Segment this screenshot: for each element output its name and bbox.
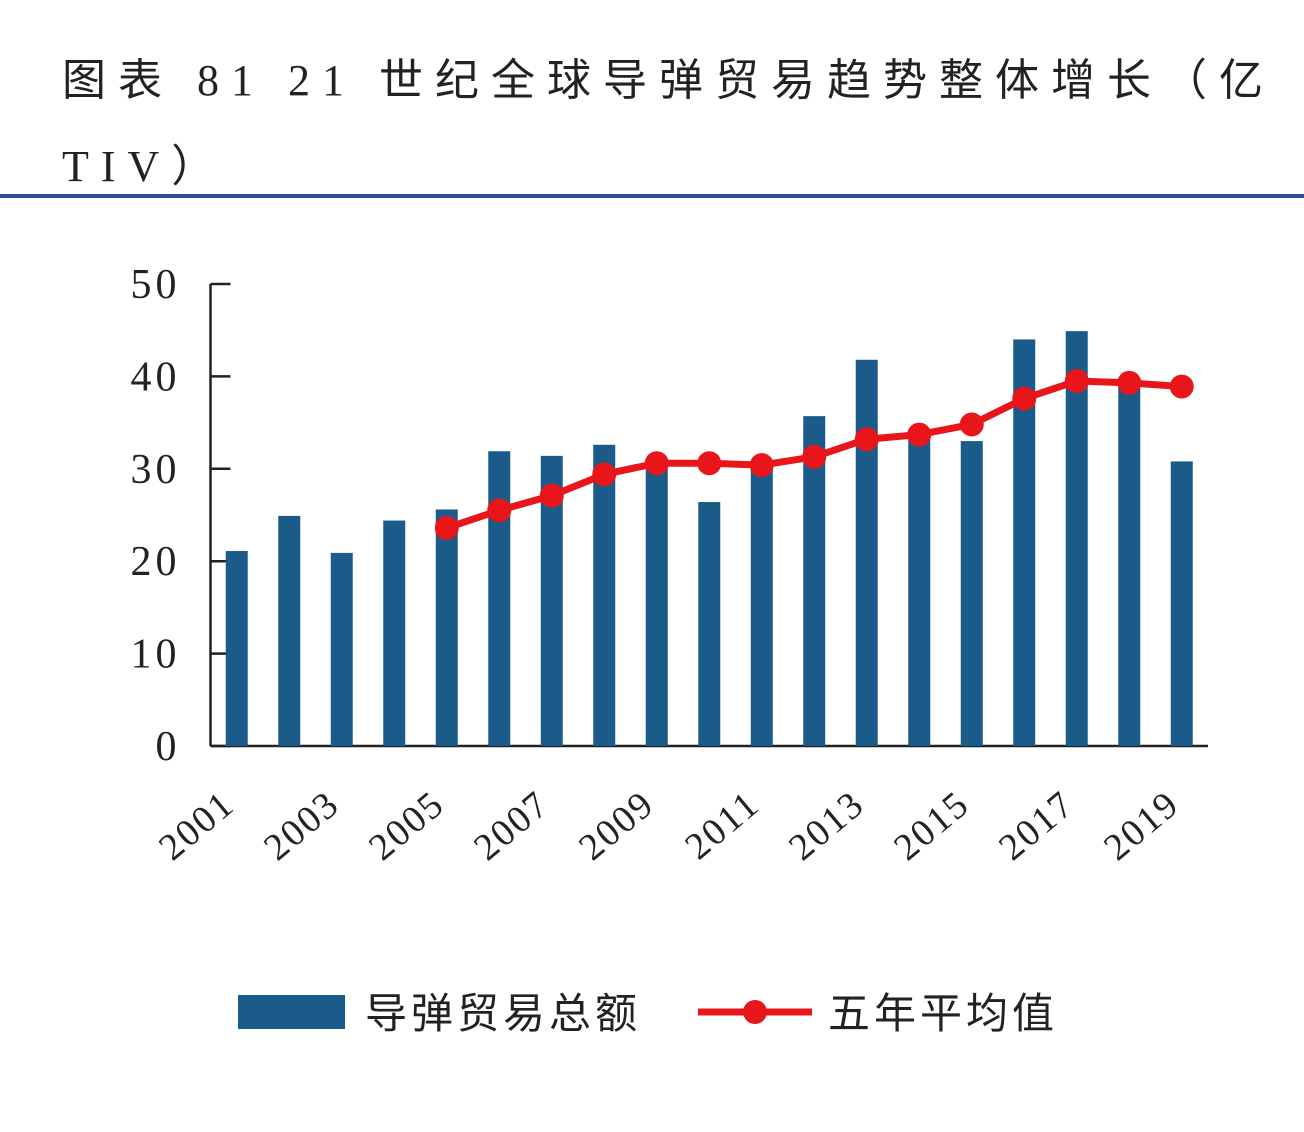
bar — [488, 451, 511, 746]
x-tick-label: 2005 — [361, 783, 452, 869]
y-tick-label: 50 — [131, 262, 181, 308]
legend-swatch — [238, 995, 345, 1029]
bar — [1065, 331, 1088, 746]
bar — [225, 551, 248, 746]
bar — [855, 359, 878, 746]
title-rule — [0, 194, 1304, 198]
bar — [383, 520, 406, 746]
y-tick-label: 30 — [131, 447, 181, 493]
legend-label: 导弹贸易总额 — [365, 992, 641, 1038]
x-tick-label: 2003 — [256, 783, 347, 869]
x-tick-label: 2001 — [151, 783, 242, 869]
bar — [540, 455, 563, 746]
y-tick-label: 40 — [131, 354, 181, 400]
y-tick-label: 0 — [156, 724, 181, 770]
line-marker — [749, 453, 774, 478]
bar — [698, 502, 721, 746]
chart-title: 图表 81 21 世纪全球导弹贸易趋势整体增长（亿TIV） — [62, 56, 1275, 191]
line-marker — [539, 483, 564, 508]
line-marker — [487, 498, 512, 523]
bar — [278, 515, 301, 746]
y-tick-label: 10 — [131, 632, 181, 678]
bar — [1118, 387, 1141, 746]
bar — [803, 416, 826, 746]
line-marker — [592, 462, 617, 487]
bar — [593, 444, 616, 746]
line-marker — [854, 427, 879, 452]
line-marker — [1117, 370, 1142, 395]
bar — [330, 552, 353, 746]
line-marker — [1012, 386, 1037, 411]
x-tick-label: 2013 — [781, 783, 872, 869]
line-marker — [1169, 374, 1194, 399]
x-tick-label: 2009 — [571, 783, 662, 869]
bar — [1170, 461, 1193, 746]
x-tick-label: 2007 — [466, 783, 557, 869]
bar — [750, 466, 773, 746]
line-marker — [959, 412, 984, 437]
line-marker — [434, 515, 459, 540]
line-marker — [907, 422, 932, 447]
y-tick-label: 20 — [131, 539, 181, 585]
x-tick-label: 2015 — [886, 783, 977, 869]
x-tick-label: 2019 — [1096, 783, 1187, 869]
bar — [1013, 339, 1036, 746]
bar — [435, 509, 458, 746]
line-marker — [644, 451, 669, 476]
legend-label: 五年平均值 — [828, 991, 1058, 1038]
line-marker — [697, 451, 722, 476]
x-tick-label: 2017 — [991, 783, 1082, 869]
x-tick-label: 2011 — [677, 783, 767, 868]
bar — [908, 436, 931, 746]
legend-marker — [743, 1000, 767, 1024]
bar — [645, 461, 668, 746]
line-marker — [1064, 369, 1089, 394]
line-marker — [802, 444, 827, 469]
bar — [960, 441, 983, 746]
